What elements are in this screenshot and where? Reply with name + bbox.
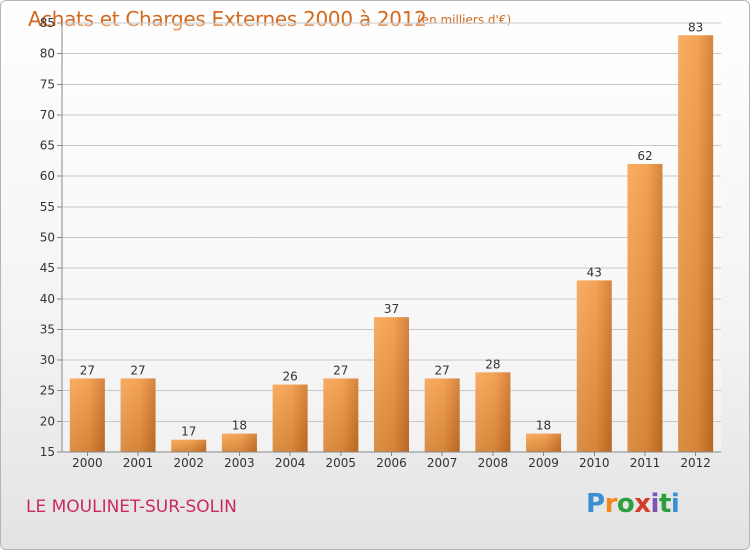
bar-value-label: 43 <box>587 265 602 279</box>
y-tick-label: 55 <box>40 200 55 214</box>
y-tick-label: 75 <box>40 77 55 91</box>
brand-letter: i <box>670 489 680 519</box>
bar-value-label: 83 <box>688 20 703 34</box>
y-tick-label: 30 <box>40 353 55 367</box>
bar-value-label: 26 <box>282 370 297 384</box>
bar-shade <box>323 378 359 452</box>
bar-shade <box>424 378 460 452</box>
y-tick-label: 80 <box>40 47 55 61</box>
bar-shade <box>171 439 207 452</box>
bar-shade <box>272 384 308 452</box>
y-tick-label: 45 <box>40 261 55 275</box>
chart-title: Achats et Charges Externes 2000 à 2012 <box>28 7 427 31</box>
bar-value-label: 27 <box>435 363 450 377</box>
y-tick-label: 40 <box>40 292 55 306</box>
x-tick-label: 2012 <box>680 456 711 470</box>
y-tick-label: 50 <box>40 231 55 245</box>
bar-shade <box>576 280 612 452</box>
x-tick-label: 2006 <box>376 456 407 470</box>
bar-value-label: 27 <box>80 363 95 377</box>
x-tick-label: 2008 <box>478 456 509 470</box>
y-tick-label: 25 <box>40 384 55 398</box>
bar-value-label: 18 <box>536 419 551 433</box>
bar-shade <box>526 433 562 452</box>
bar-value-label: 27 <box>333 363 348 377</box>
brand-letter: x <box>634 489 651 519</box>
bar-shade <box>678 35 714 452</box>
brand-letter: i <box>650 489 660 519</box>
bar-value-label: 37 <box>384 302 399 316</box>
bar-value-label: 27 <box>130 363 145 377</box>
bar-value-label: 28 <box>485 357 500 371</box>
y-tick-label: 20 <box>40 414 55 428</box>
x-tick-label: 2011 <box>630 456 661 470</box>
bar-shade <box>221 433 257 452</box>
x-tick-label: 2001 <box>123 456 154 470</box>
x-tick-label: 2004 <box>275 456 306 470</box>
bar-value-label: 62 <box>637 149 652 163</box>
proxiti-logo: Proxiti <box>586 489 680 519</box>
brand-letter: t <box>658 489 671 519</box>
brand-letter: o <box>616 489 635 519</box>
bar-shade <box>475 372 511 452</box>
y-tick-label: 85 <box>40 16 55 30</box>
bar-value-label: 18 <box>232 419 247 433</box>
y-tick-label: 70 <box>40 108 55 122</box>
x-tick-label: 2010 <box>579 456 610 470</box>
bar-shade <box>120 378 156 452</box>
brand-letter: P <box>586 489 605 519</box>
x-tick-label: 2005 <box>326 456 357 470</box>
brand-letter: r <box>604 489 618 519</box>
y-tick-label: 65 <box>40 139 55 153</box>
bar-shade <box>627 163 663 452</box>
y-tick-label: 15 <box>40 445 55 459</box>
x-tick-label: 2009 <box>528 456 559 470</box>
bar-shade <box>374 317 409 452</box>
x-tick-label: 2007 <box>427 456 458 470</box>
x-tick-label: 2002 <box>173 456 204 470</box>
x-tick-label: 2003 <box>224 456 255 470</box>
y-tick-label: 35 <box>40 322 55 336</box>
x-tick-label: 2000 <box>72 456 103 470</box>
commune-name: LE MOULINET-SUR-SOLIN <box>26 497 237 517</box>
bar-value-label: 17 <box>181 425 196 439</box>
bar-shade <box>69 378 105 452</box>
y-tick-label: 60 <box>40 169 55 183</box>
